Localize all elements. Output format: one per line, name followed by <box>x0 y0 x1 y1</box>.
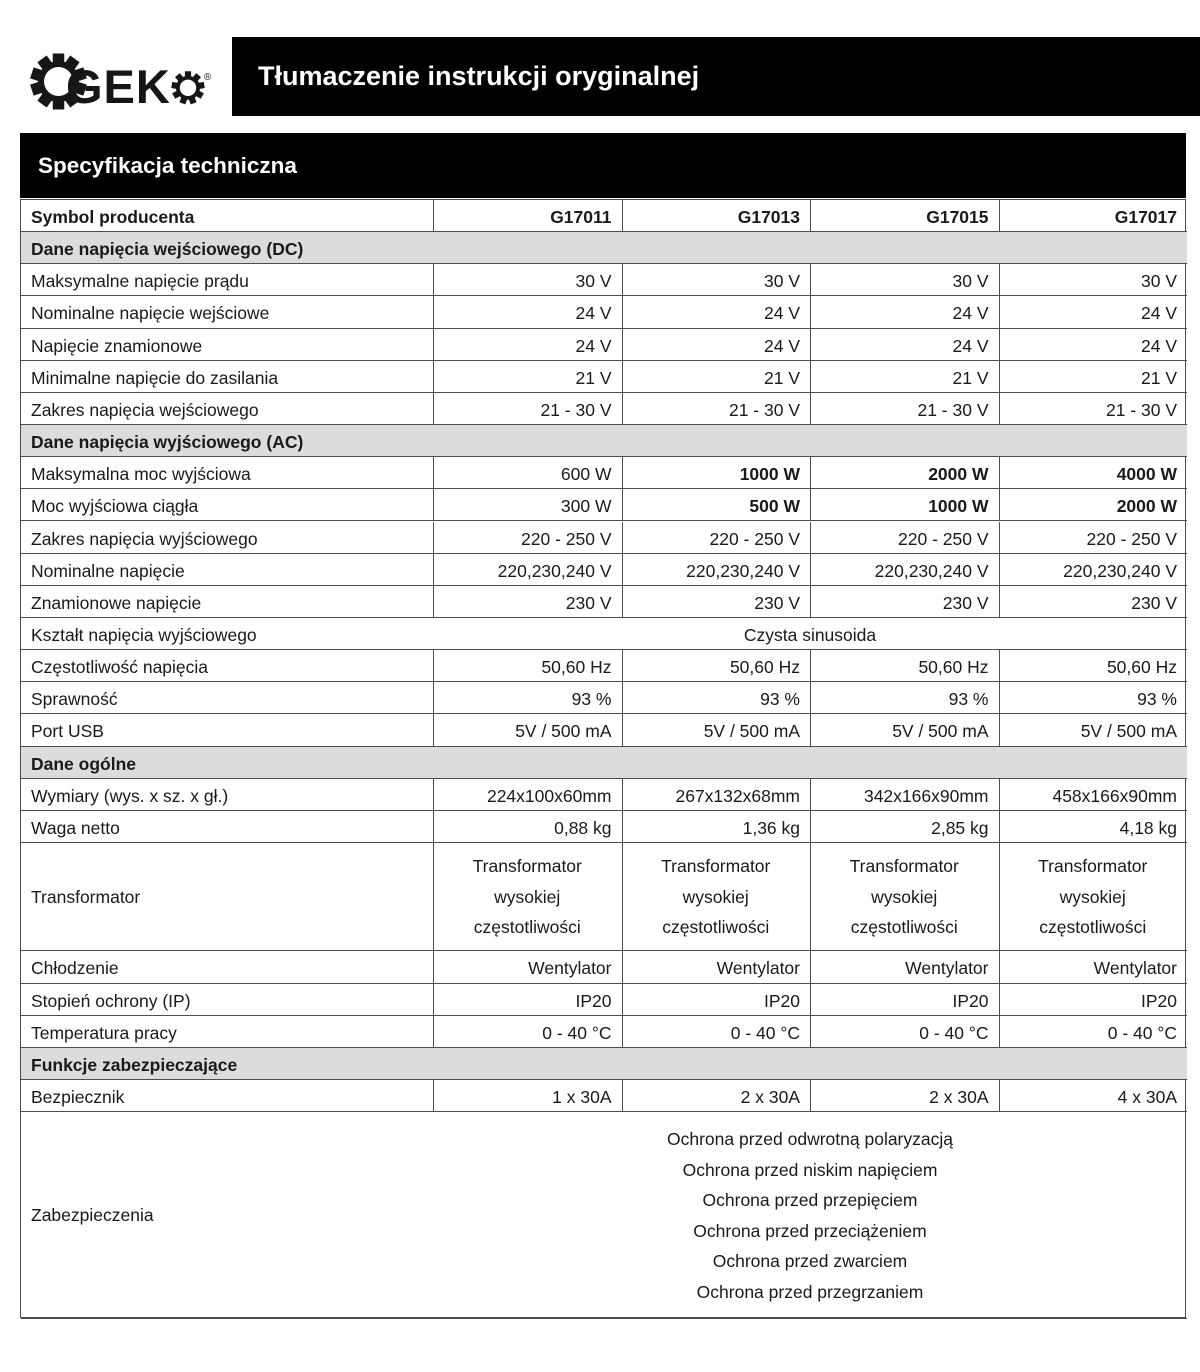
svg-text:GEK: GEK <box>66 60 171 113</box>
svg-text:®: ® <box>204 72 212 83</box>
